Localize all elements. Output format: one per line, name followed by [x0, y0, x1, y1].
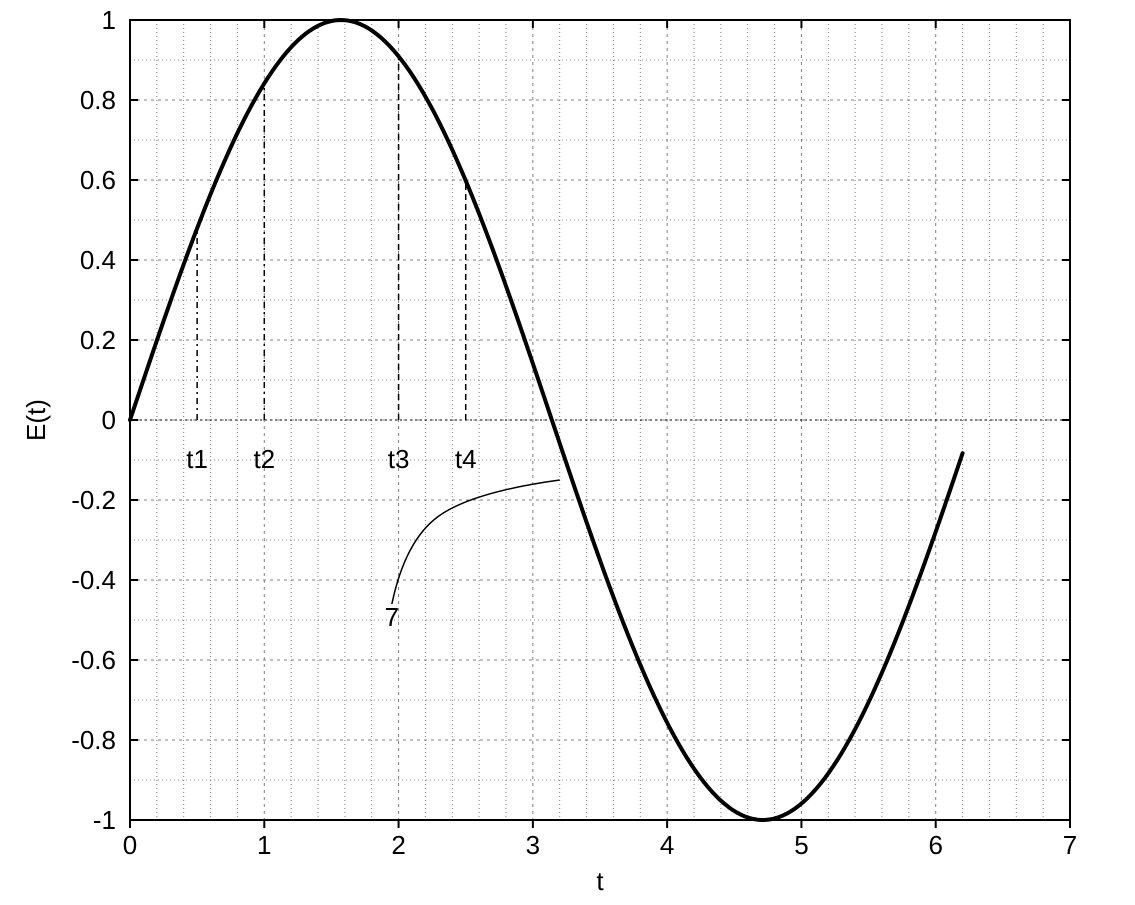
- time-marker-label: t4: [455, 444, 477, 474]
- y-tick-label: 0.8: [80, 85, 116, 115]
- time-marker-label: t2: [253, 444, 275, 474]
- chart-container: 0 1 2 3 4 5 6 7 -1 -0.8 -0.6 -0.4 -0.2 0 0.2 0.4 0.6 0.8 1…: [0, 0, 1135, 905]
- x-tick-label: 7: [1063, 830, 1077, 860]
- annotation-label: 7: [385, 602, 399, 632]
- y-tick-label: -0.4: [71, 565, 116, 595]
- line-chart: 0 1 2 3 4 5 6 7 -1 -0.8 -0.6 -0.4 -0.2 0 0.2 0.4 0.6 0.8 1…: [0, 0, 1135, 905]
- x-tick-label: 6: [928, 830, 942, 860]
- y-tick-label: 0.6: [80, 165, 116, 195]
- y-tick-label: 0: [102, 405, 116, 435]
- time-marker-label: t1: [186, 444, 208, 474]
- y-axis-label: E(t): [21, 399, 51, 441]
- x-tick-label: 4: [660, 830, 674, 860]
- x-tick-label: 3: [526, 830, 540, 860]
- y-tick-label: -0.2: [71, 485, 116, 515]
- y-tick-label: -0.6: [71, 645, 116, 675]
- x-tick-label: 1: [257, 830, 271, 860]
- y-tick-label: -0.8: [71, 725, 116, 755]
- x-tick-label: 5: [794, 830, 808, 860]
- x-axis-label: t: [596, 866, 604, 896]
- y-tick-label: 0.4: [80, 245, 116, 275]
- time-marker-label: t3: [388, 444, 410, 474]
- y-tick-label: -1: [93, 805, 116, 835]
- y-tick-label: 1: [102, 5, 116, 35]
- x-tick-label: 0: [123, 830, 137, 860]
- x-tick-label: 2: [391, 830, 405, 860]
- y-tick-label: 0.2: [80, 325, 116, 355]
